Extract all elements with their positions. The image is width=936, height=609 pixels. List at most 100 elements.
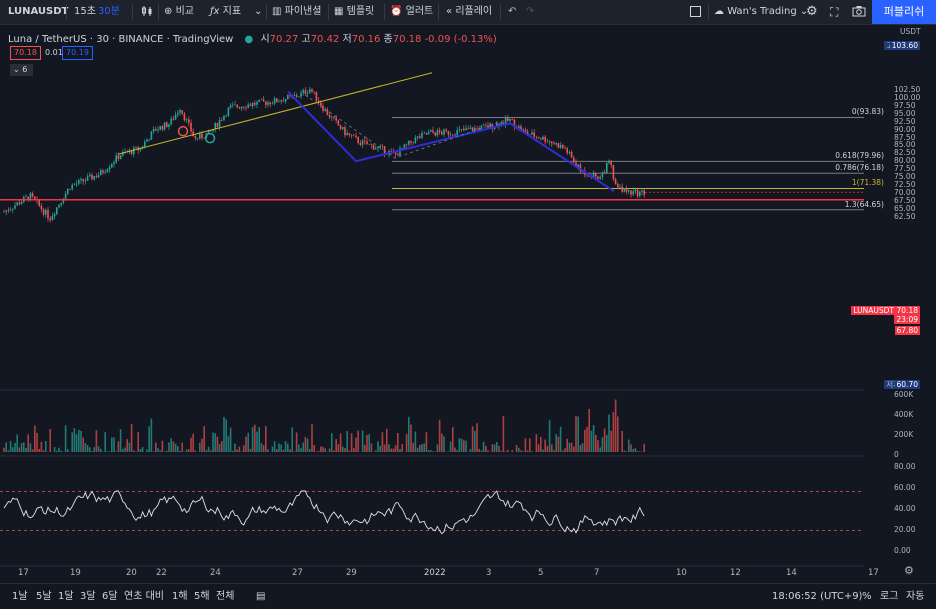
volume-bar bbox=[296, 432, 298, 452]
auto-toggle[interactable]: 자동 bbox=[906, 584, 924, 609]
compare-button[interactable]: ⊕ 비교 bbox=[164, 0, 194, 24]
candle-body bbox=[104, 172, 106, 173]
volume-bar bbox=[302, 443, 304, 452]
interval-15s[interactable]: 15초 bbox=[74, 0, 96, 24]
range-button[interactable]: 1해 bbox=[172, 584, 188, 609]
volume-bar bbox=[542, 449, 544, 452]
candle-body bbox=[162, 126, 164, 130]
candle-body bbox=[608, 161, 610, 163]
time-tick: 29 bbox=[346, 568, 357, 578]
candle-body bbox=[69, 189, 71, 190]
volume-bar bbox=[8, 450, 10, 452]
chart-type-button[interactable] bbox=[140, 0, 154, 24]
candle-body bbox=[76, 184, 78, 185]
candle-body bbox=[195, 136, 197, 138]
candle-body bbox=[272, 104, 274, 105]
clock[interactable]: 18:06:52 (UTC+9) bbox=[772, 584, 862, 609]
volume-bar bbox=[287, 444, 289, 452]
volume-bar bbox=[478, 449, 480, 452]
fullscreen-button[interactable]: ⛶ bbox=[830, 0, 838, 24]
volume-bar bbox=[155, 443, 157, 452]
alert-button[interactable]: ⏰ 얼러트 bbox=[390, 0, 433, 24]
undo-button[interactable]: ↶ bbox=[508, 0, 516, 24]
volume-bar bbox=[322, 447, 324, 452]
financials-button[interactable]: ▥ 파이낸셜 bbox=[272, 0, 321, 24]
volume-bar bbox=[234, 444, 236, 452]
indicators-dropdown[interactable]: ⌄ bbox=[254, 0, 262, 24]
candle-body bbox=[157, 130, 159, 131]
range-button[interactable]: 1날 bbox=[12, 584, 28, 609]
candle-body bbox=[450, 135, 452, 136]
templates-button[interactable]: ▦ 템플릿 bbox=[334, 0, 374, 24]
range-button[interactable]: 1달 bbox=[58, 584, 74, 609]
volume-bar bbox=[181, 443, 183, 452]
symbol-search[interactable]: LUNAUSDT bbox=[8, 0, 68, 24]
candle-body bbox=[423, 133, 425, 134]
price-axis[interactable]: USDT 고가 103.60 102.50100.0097.5095.0092.… bbox=[864, 24, 936, 584]
time-tick: 17 bbox=[18, 568, 29, 578]
range-button[interactable]: 6달 bbox=[102, 584, 118, 609]
redo-button[interactable]: ↷ bbox=[526, 0, 534, 24]
log-toggle[interactable]: 로그 bbox=[880, 584, 898, 609]
range-button[interactable]: 3달 bbox=[80, 584, 96, 609]
axis-settings-icon[interactable]: ⚙ bbox=[904, 564, 914, 577]
volume-bar bbox=[36, 433, 38, 452]
volume-bar bbox=[272, 447, 274, 452]
interval-30m[interactable]: 30분 bbox=[98, 0, 120, 24]
date-range-button[interactable]: ▤ bbox=[256, 584, 265, 609]
publish-button[interactable]: 퍼블리쉬 bbox=[872, 0, 936, 24]
volume-bar bbox=[309, 449, 311, 452]
percent-toggle[interactable]: % bbox=[862, 584, 872, 609]
volume-bar bbox=[250, 449, 252, 452]
volume-bar bbox=[151, 419, 153, 452]
volume-bar bbox=[461, 439, 463, 452]
candle-body bbox=[448, 131, 450, 135]
candle-body bbox=[78, 180, 80, 184]
volume-bar bbox=[186, 449, 188, 452]
volume-bar bbox=[340, 433, 342, 452]
volume-bar bbox=[617, 416, 619, 452]
settings-button[interactable]: ⚙ bbox=[806, 0, 818, 24]
price-chart[interactable] bbox=[0, 24, 864, 584]
volume-bar bbox=[393, 449, 395, 452]
volume-bar bbox=[5, 442, 7, 452]
volume-bar bbox=[232, 451, 234, 452]
volume-bar bbox=[142, 447, 144, 452]
time-tick: 5 bbox=[538, 568, 543, 578]
volume-bar bbox=[430, 450, 432, 452]
volume-bar bbox=[278, 443, 280, 452]
volume-bar bbox=[485, 446, 487, 452]
range-button[interactable]: 5날 bbox=[36, 584, 52, 609]
candle-body bbox=[322, 106, 324, 111]
volume-bar bbox=[294, 451, 296, 452]
rsi-tick: 0.00 bbox=[894, 546, 911, 555]
volume-bar bbox=[597, 440, 599, 452]
candle-body bbox=[181, 110, 183, 113]
volume-bar bbox=[311, 424, 313, 452]
volume-bar bbox=[626, 451, 628, 452]
volume-bar bbox=[228, 436, 230, 452]
volume-bar bbox=[560, 427, 562, 452]
candle-body bbox=[452, 135, 454, 136]
candle-body bbox=[67, 189, 69, 194]
candle-body bbox=[346, 133, 348, 135]
replay-button[interactable]: « 리플레이 bbox=[446, 0, 492, 24]
range-button[interactable]: 전체 bbox=[216, 584, 234, 609]
fullscreen-layout-toggle[interactable] bbox=[690, 0, 701, 24]
candle-body bbox=[14, 205, 16, 208]
volume-bar bbox=[175, 444, 177, 452]
volume-bar bbox=[19, 447, 21, 452]
candle-body bbox=[434, 133, 436, 136]
indicators-button[interactable]: ƒx 지표 bbox=[210, 0, 241, 24]
rsi-line bbox=[4, 491, 644, 534]
volume-bar bbox=[540, 437, 542, 452]
snapshot-button[interactable] bbox=[852, 0, 866, 24]
candle-body bbox=[85, 181, 87, 182]
candle-body bbox=[472, 127, 474, 131]
range-button[interactable]: 연초 대비 bbox=[124, 584, 164, 609]
volume-bar bbox=[291, 427, 293, 452]
candle-body bbox=[276, 98, 278, 102]
volume-bar bbox=[522, 451, 524, 452]
layout-menu[interactable]: ☁ Wan's Trading ⌄ bbox=[714, 0, 808, 24]
range-button[interactable]: 5해 bbox=[194, 584, 210, 609]
